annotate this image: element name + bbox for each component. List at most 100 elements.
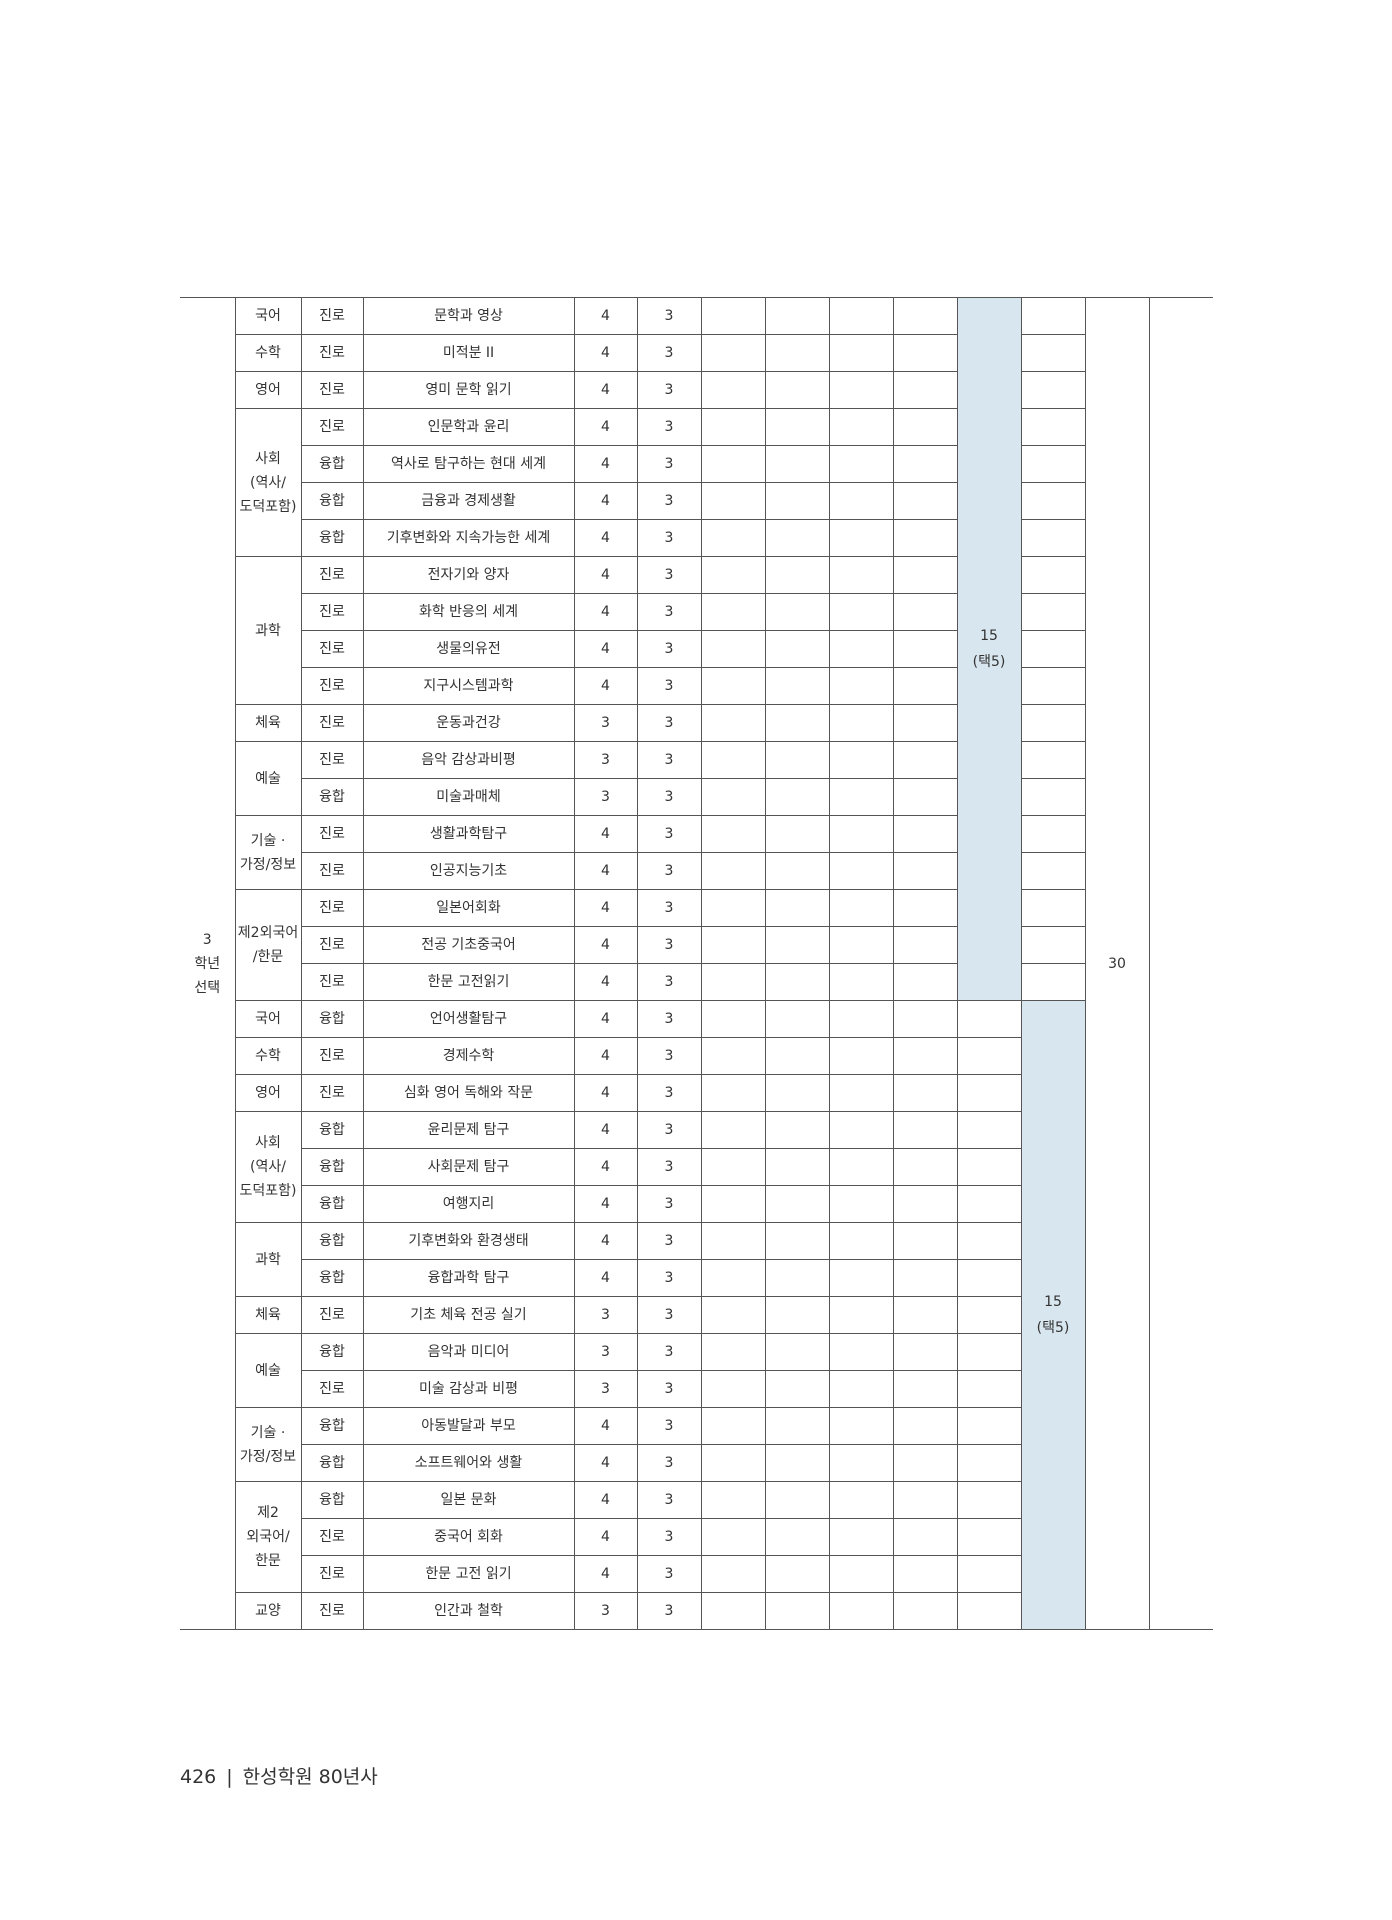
empty-cell [828,1518,894,1556]
empty-cell [828,556,894,594]
empty-cell [956,1407,1022,1445]
course-credits: 4 [573,371,638,409]
course-hours: 3 [636,889,702,927]
course-name: 미술과매체 [362,778,575,816]
table-row: 진로 지구시스템과학 4 3 [180,667,1213,705]
empty-cell [1020,778,1086,816]
course-hours: 3 [636,1037,702,1075]
course-type: 진로 [300,963,364,1001]
course-hours: 3 [636,1074,702,1112]
course-credits: 4 [573,852,638,890]
empty-cell [1020,593,1086,631]
empty-cell [892,1444,958,1482]
subject-group: 국어 [234,1000,302,1038]
course-credits: 3 [573,1296,638,1334]
course-name: 생물의유전 [362,630,575,668]
course-credits: 4 [573,1000,638,1038]
empty-cell [700,408,766,446]
table-row: 수학 진로 미적분 II 4 3 [180,334,1213,372]
empty-cell [828,408,894,446]
empty-cell [956,1185,1022,1223]
empty-cell [764,889,830,927]
empty-cell [828,482,894,520]
course-credits: 3 [573,741,638,779]
subject-group: 체육 [234,704,302,742]
empty-cell [956,1481,1022,1519]
empty-cell [956,1555,1022,1593]
course-type: 진로 [300,815,364,853]
course-name: 중국어 회화 [362,1518,575,1556]
course-hours: 3 [636,926,702,964]
course-name: 문학과 영상 [362,297,575,335]
empty-cell [892,556,958,594]
empty-cell [764,1222,830,1260]
empty-cell [828,1259,894,1297]
empty-cell [1020,297,1086,335]
course-hours: 3 [636,482,702,520]
empty-cell [700,630,766,668]
empty-cell [828,1000,894,1038]
course-credits: 4 [573,1444,638,1482]
empty-cell [956,1333,1022,1371]
empty-cell [892,1111,958,1149]
subject-group: 사회 (역사/ 도덕포함) [234,1111,302,1223]
course-credits: 4 [573,1037,638,1075]
empty-cell [892,334,958,372]
table-row: 융합 금융과 경제생활 4 3 [180,482,1213,520]
empty-cell [700,1407,766,1445]
empty-cell [764,963,830,1001]
course-type: 진로 [300,926,364,964]
course-credits: 4 [573,1148,638,1186]
empty-cell [828,1407,894,1445]
empty-cell [1020,445,1086,483]
course-hours: 3 [636,1518,702,1556]
course-type: 진로 [300,334,364,372]
footer-separator: | [226,1766,233,1788]
empty-cell [892,889,958,927]
course-type: 진로 [300,408,364,446]
course-type: 진로 [300,371,364,409]
empty-cell [892,408,958,446]
empty-cell [828,593,894,631]
empty-cell [764,1259,830,1297]
empty-cell [700,852,766,890]
empty-cell [764,371,830,409]
course-type: 진로 [300,1370,364,1408]
empty-cell [892,519,958,557]
table-row: 진로 중국어 회화 4 3 [180,1518,1213,1556]
course-name: 인문학과 윤리 [362,408,575,446]
empty-cell [700,445,766,483]
empty-cell [828,1333,894,1371]
course-name: 전공 기초중국어 [362,926,575,964]
empty-cell [1020,482,1086,520]
subject-group: 예술 [234,741,302,816]
course-name: 미술 감상과 비평 [362,1370,575,1408]
course-name: 언어생활탐구 [362,1000,575,1038]
empty-cell [764,1296,830,1334]
empty-cell [764,704,830,742]
course-name: 기후변화와 지속가능한 세계 [362,519,575,557]
course-type: 융합 [300,1000,364,1038]
course-type: 진로 [300,1074,364,1112]
course-hours: 3 [636,408,702,446]
empty-cell [700,1222,766,1260]
course-credits: 4 [573,1518,638,1556]
empty-cell [700,1111,766,1149]
course-credits: 4 [573,926,638,964]
course-hours: 3 [636,1444,702,1482]
course-name: 한문 고전읽기 [362,963,575,1001]
choice-note: (택5) [972,654,1006,670]
empty-cell [764,815,830,853]
empty-cell [828,1296,894,1334]
course-hours: 3 [636,1481,702,1519]
empty-cell [956,1000,1022,1038]
course-hours: 3 [636,778,702,816]
empty-cell [1020,963,1086,1001]
course-credits: 4 [573,815,638,853]
course-credits: 3 [573,1333,638,1371]
remarks-column [1148,297,1213,1630]
empty-cell [892,815,958,853]
empty-cell [764,1555,830,1593]
empty-cell [1020,519,1086,557]
empty-cell [956,1037,1022,1075]
